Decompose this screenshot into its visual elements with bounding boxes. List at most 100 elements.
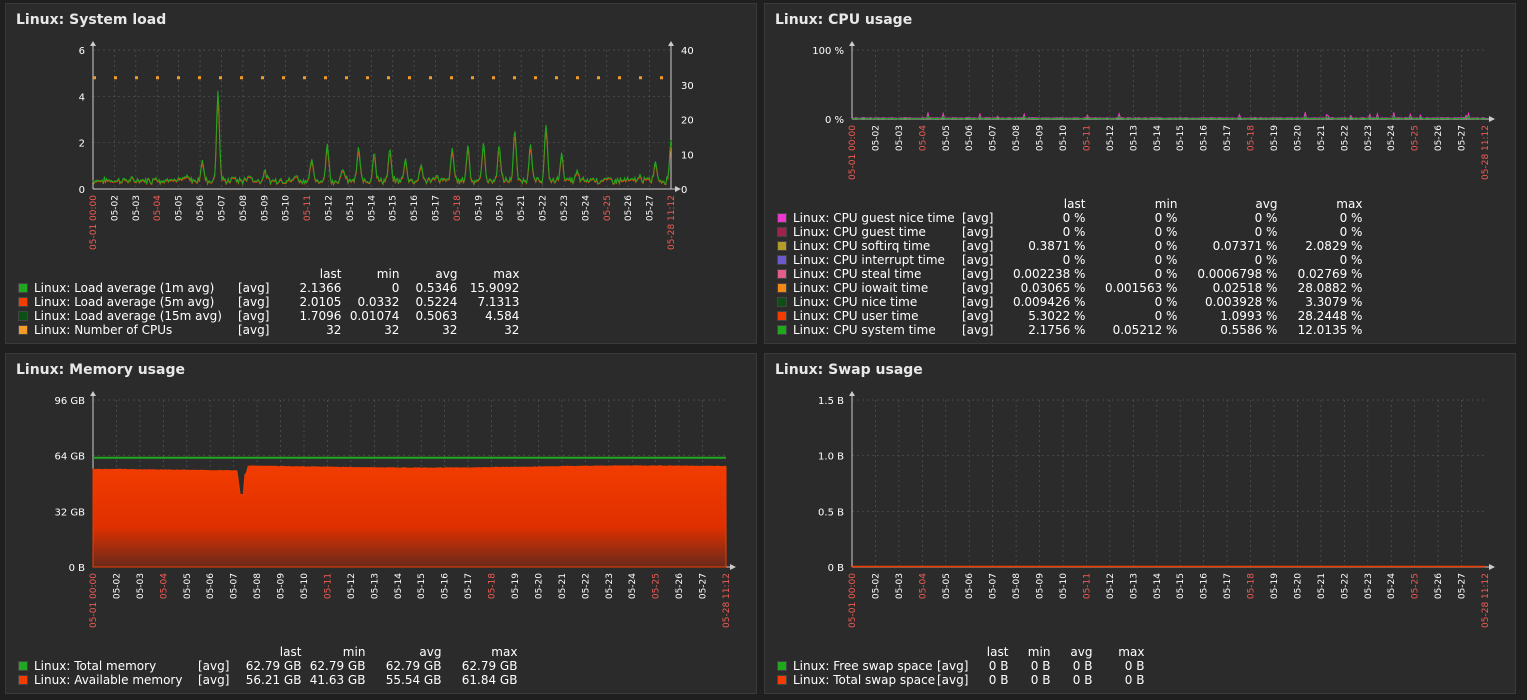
legend-func: [avg] [238, 281, 270, 295]
legend-color-swatch [18, 297, 28, 307]
x-tick-label: 05-10 [1059, 125, 1069, 151]
cpu-usage-graph[interactable]: 0 % 100 % 05-01 00:00 05-02 05-03 05-04 05-05 0… [765, 4, 1517, 345]
legend-header-avg: avg [1255, 197, 1278, 211]
x-tick-label: 05-07 [989, 573, 999, 599]
x-tick-label: 05-21 [517, 195, 527, 221]
swap-usage-graph[interactable]: 0 B 0.5 B 1.0 B 1.5 B 05-01 00:00 05-02 05-03 0… [765, 354, 1517, 695]
legend-value-max: 15.9092 [469, 281, 520, 295]
x-tick-label: 05-20 [1293, 125, 1303, 151]
legend-header-blank [777, 197, 993, 211]
legend-header-max: max [491, 645, 518, 659]
legend-value-last: 0 % [1062, 225, 1086, 239]
legend-row[interactable]: Linux: Free swap space [avg] 0 B 0 B 0 B 0 B [777, 659, 1144, 673]
legend-header-blank [18, 645, 229, 659]
x-tick-label: 05-16 [410, 195, 420, 221]
legend-header-max: max [1118, 645, 1145, 659]
legend-series-name: Linux: CPU softirq time [777, 239, 962, 253]
legend-series-label: Linux: Total memory [34, 659, 157, 673]
system-load-graph[interactable]: 0 2 4 6 0 10 20 30 40 05-01 00:00 05-02 05-03 05-04 0… [6, 4, 758, 345]
legend-row[interactable]: Linux: CPU steal time [avg] 0.002238 % 0 % 0… [777, 267, 1362, 281]
x-axis-arrow [675, 186, 681, 192]
legend-value-min: 0.01074 [349, 309, 400, 323]
legend-func: [avg] [937, 673, 969, 687]
cpu-usage-panel: Linux: CPU usage 0 % 100 % 05-01 00:00 05-0… [764, 3, 1516, 344]
memory-usage-panel: Linux: Memory usage 0 B 32 GB 64 GB 96 GB 05… [5, 353, 757, 694]
x-tick-label: 05-12 [1106, 125, 1116, 151]
legend-row[interactable]: Linux: CPU user time [avg] 5.3022 % 0 % 1.09… [777, 309, 1362, 323]
cpu-usage-legend: last min avg max Linux: CPU guest nice time [… [777, 197, 1362, 337]
y-axis-arrow [849, 391, 855, 396]
legend-row[interactable]: Linux: Total swap space [avg] 0 B 0 B 0 B 0 B [777, 673, 1144, 687]
legend-func: [avg] [937, 659, 969, 673]
x-tick-label: 05-15 [1176, 125, 1186, 151]
x-tick-label: 05-28 11:12 [667, 195, 677, 250]
legend-series-name: Linux: Load average (1m avg) [18, 281, 238, 295]
legend-row[interactable]: Linux: CPU guest time [avg] 0 % 0 % 0 % 0 % [777, 225, 1362, 239]
memory-usage-graph[interactable]: 0 B 32 GB 64 GB 96 GB 05-01 00:00 05-02 05-03 0… [6, 354, 758, 695]
legend-row[interactable]: Linux: CPU guest nice time [avg] 0 % 0 % 0 %… [777, 211, 1362, 225]
legend-row[interactable]: Linux: CPU interrupt time [avg] 0 % 0 % 0 % 0… [777, 253, 1362, 267]
legend-row[interactable]: Linux: CPU nice time [avg] 0.009426 % 0 % 0.… [777, 295, 1362, 309]
legend-series-label: Linux: CPU steal time [793, 267, 922, 281]
legend-value-max: 12.0135 % [1297, 323, 1363, 337]
legend-value-last: 0 % [1062, 211, 1086, 225]
legend-row[interactable]: Linux: Number of CPUs [avg] 32 32 32 32 [18, 323, 519, 337]
legend-value-min: 62.79 GB [309, 659, 366, 673]
x-tick-label: 05-28 11:12 [722, 573, 732, 628]
legend-func: [avg] [238, 323, 270, 337]
legend-header-avg: avg [419, 645, 442, 659]
legend-value-min: 0 % [1154, 211, 1178, 225]
x-tick-label: 05-17 [1223, 573, 1233, 599]
legend-color-swatch [777, 297, 787, 307]
x-tick-label: 05-17 [432, 195, 442, 221]
panel-title: Linux: System load [16, 12, 167, 28]
x-tick-label: 05-11 [303, 195, 313, 221]
legend-value-last: 0 B [988, 673, 1009, 687]
panel-title: Linux: Swap usage [775, 362, 923, 378]
legend-value-avg: 0.02518 % [1212, 281, 1278, 295]
legend-row[interactable]: Linux: Load average (15m avg) [avg] 1.7096… [18, 309, 519, 323]
x-tick-label: 05-06 [965, 573, 975, 599]
legend-value-last: 2.0105 [299, 295, 342, 309]
legend-series-label: Linux: CPU user time [793, 309, 919, 323]
x-tick-label: 05-25 [1411, 573, 1421, 599]
legend-row[interactable]: Linux: Load average (5m avg) [avg] 2.0105 0… [18, 295, 519, 309]
legend-value-last: 56.21 GB [245, 673, 302, 687]
legend-row[interactable]: Linux: CPU system time [avg] 2.1756 % 0.052… [777, 323, 1362, 337]
x-tick-label: 05-06 [965, 125, 975, 151]
legend-series-name: Linux: Free swap space [777, 659, 937, 673]
legend-header-min: min [1027, 645, 1051, 659]
x-tick-label: 05-22 [1340, 573, 1350, 599]
y-tick-label: 96 GB [54, 396, 85, 407]
x-tick-label: 05-20 [1293, 573, 1303, 599]
legend-header-last: last [319, 267, 342, 281]
legend-row[interactable]: Linux: CPU iowait time [avg] 0.03065 % 0.00… [777, 281, 1362, 295]
legend-value-min: 32 [384, 323, 400, 337]
legend-func: [avg] [962, 323, 994, 337]
legend-row[interactable]: Linux: CPU softirq time [avg] 0.3871 % 0 % 0… [777, 239, 1362, 253]
y-tick-label: 0.5 B [818, 507, 844, 518]
legend-header: last min avg max [777, 645, 1145, 659]
legend-header-avg: avg [1070, 645, 1093, 659]
legend-value-max: 0 % [1339, 211, 1363, 225]
x-tick-label: 05-03 [136, 573, 146, 599]
legend-row[interactable]: Linux: Available memory [avg] 56.21 GB 41.6… [18, 673, 517, 687]
x-tick-label: 05-08 [239, 195, 249, 221]
legend-value-max: 0 B [1124, 673, 1145, 687]
legend-color-swatch [777, 241, 787, 251]
legend-row[interactable]: Linux: Total memory [avg] 62.79 GB 62.79 GB… [18, 659, 517, 673]
system-load-legend: last min avg max Linux: Load average (1m avg… [18, 267, 519, 337]
legend-row[interactable]: Linux: Load average (1m avg) [avg] 2.1366 0… [18, 281, 519, 295]
y-axis-arrow [90, 391, 96, 396]
legend-color-swatch [18, 675, 28, 685]
series-cpu-guest-nice [851, 111, 1486, 120]
legend-series-label: Linux: CPU nice time [793, 295, 918, 309]
legend-series-label: Linux: Load average (15m avg) [34, 309, 222, 323]
legend-value-avg: 0 B [1072, 659, 1093, 673]
legend-value-max: 3.3079 % [1305, 295, 1363, 309]
legend-func: [avg] [962, 267, 994, 281]
legend-value-avg: 0 % [1254, 225, 1278, 239]
legend-value-min: 0.001563 % [1104, 281, 1178, 295]
x-tick-label: 05-02 [871, 573, 881, 599]
x-tick-label: 05-27 [1458, 125, 1468, 151]
